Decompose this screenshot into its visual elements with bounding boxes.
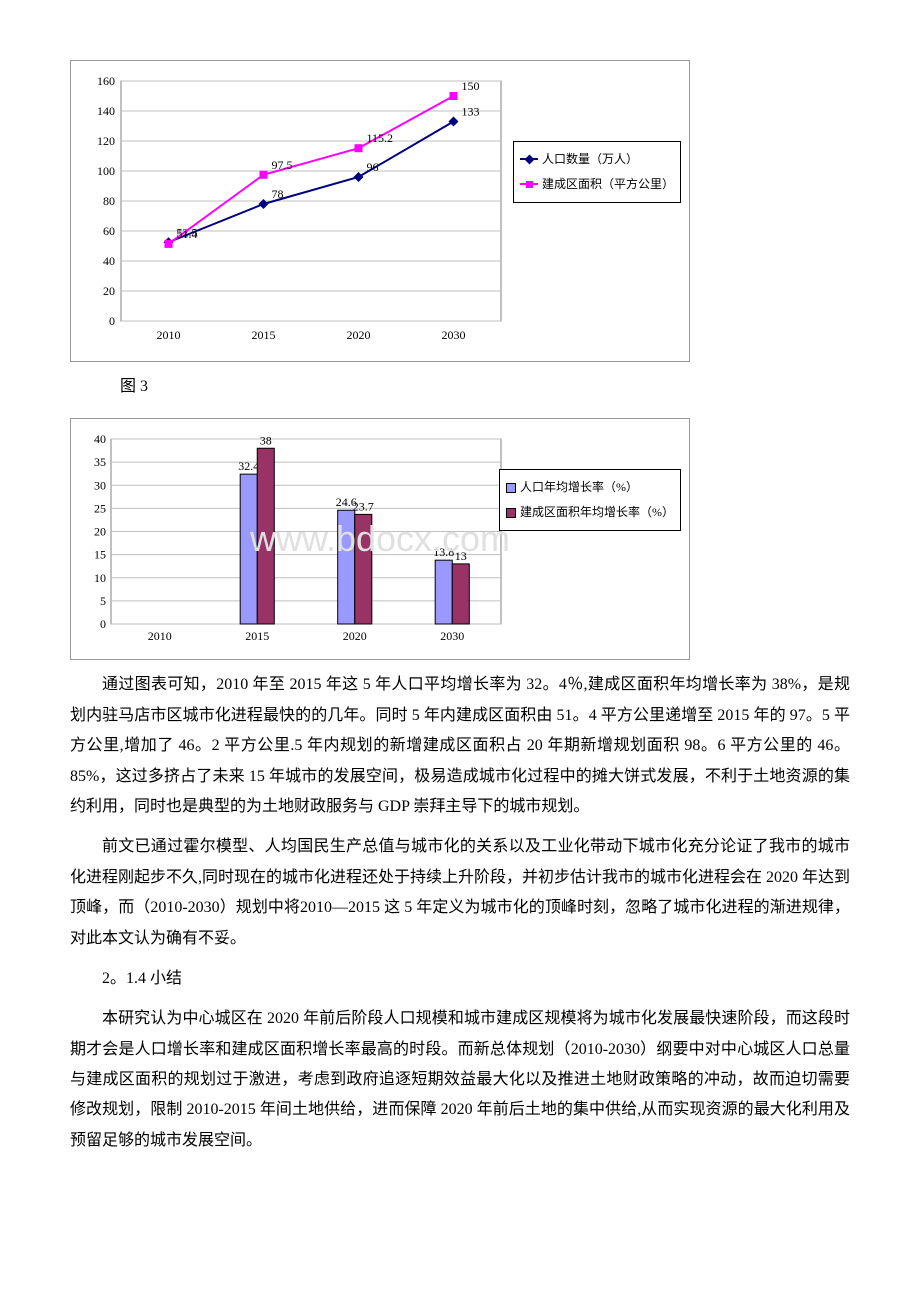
svg-text:2010: 2010 — [148, 629, 172, 643]
svg-text:140: 140 — [97, 104, 115, 118]
svg-text:23.7: 23.7 — [353, 500, 374, 514]
svg-text:96: 96 — [367, 160, 379, 174]
svg-text:2015: 2015 — [252, 328, 276, 342]
svg-text:2010: 2010 — [157, 328, 181, 342]
svg-text:13.8: 13.8 — [433, 546, 454, 560]
svg-text:80: 80 — [103, 194, 115, 208]
svg-text:35: 35 — [94, 456, 106, 470]
paragraph-4: 本研究认为中心城区在 2020 年前后阶段人口规模和城市建成区规模将为城市化发展… — [70, 1004, 850, 1156]
svg-text:13: 13 — [455, 549, 467, 563]
svg-text:100: 100 — [97, 164, 115, 178]
chart1-svg: 020406080100120140160201020152020203052.… — [71, 71, 691, 351]
chart1-caption: 图 3 — [120, 372, 850, 402]
paragraph-3: 2。1.4 小结 — [70, 964, 850, 994]
svg-text:38: 38 — [260, 434, 272, 448]
paragraph-1: 通过图表可知，2010 年至 2015 年这 5 年人口平均增长率为 32。4％… — [70, 670, 850, 822]
svg-text:2030: 2030 — [440, 629, 464, 643]
svg-text:2020: 2020 — [347, 328, 371, 342]
svg-text:32.4: 32.4 — [238, 460, 259, 474]
svg-text:15: 15 — [94, 548, 106, 562]
svg-text:2020: 2020 — [343, 629, 367, 643]
svg-text:0: 0 — [109, 314, 115, 328]
svg-text:40: 40 — [103, 254, 115, 268]
svg-text:78: 78 — [272, 187, 284, 201]
chart2-container: 0510152025303540201020152020203032.424.6… — [70, 418, 690, 660]
svg-text:40: 40 — [94, 432, 106, 446]
svg-text:5: 5 — [100, 594, 106, 608]
svg-text:2015: 2015 — [245, 629, 269, 643]
svg-text:20: 20 — [103, 284, 115, 298]
svg-text:115.2: 115.2 — [367, 131, 394, 145]
svg-text:25: 25 — [94, 502, 106, 516]
svg-text:133: 133 — [462, 105, 480, 119]
svg-text:150: 150 — [462, 79, 480, 93]
svg-text:60: 60 — [103, 224, 115, 238]
svg-text:30: 30 — [94, 479, 106, 493]
chart2-legend: 人口年均增长率（%）建成区面积年均增长率（%） — [499, 469, 681, 531]
svg-text:0: 0 — [100, 617, 106, 631]
svg-text:97.5: 97.5 — [272, 158, 293, 172]
chart2-svg: 0510152025303540201020152020203032.424.6… — [71, 429, 691, 649]
svg-text:120: 120 — [97, 134, 115, 148]
svg-text:2030: 2030 — [442, 328, 466, 342]
svg-text:160: 160 — [97, 74, 115, 88]
svg-text:10: 10 — [94, 571, 106, 585]
paragraph-2: 前文已通过霍尔模型、人均国民生产总值与城市化的关系以及工业化带动下城市化充分论证… — [70, 832, 850, 954]
svg-text:20: 20 — [94, 525, 106, 539]
chart1-container: 020406080100120140160201020152020203052.… — [70, 60, 690, 362]
chart1-legend: 人口数量（万人）建成区面积（平方公里） — [513, 141, 681, 203]
svg-text:51.4: 51.4 — [177, 227, 198, 241]
